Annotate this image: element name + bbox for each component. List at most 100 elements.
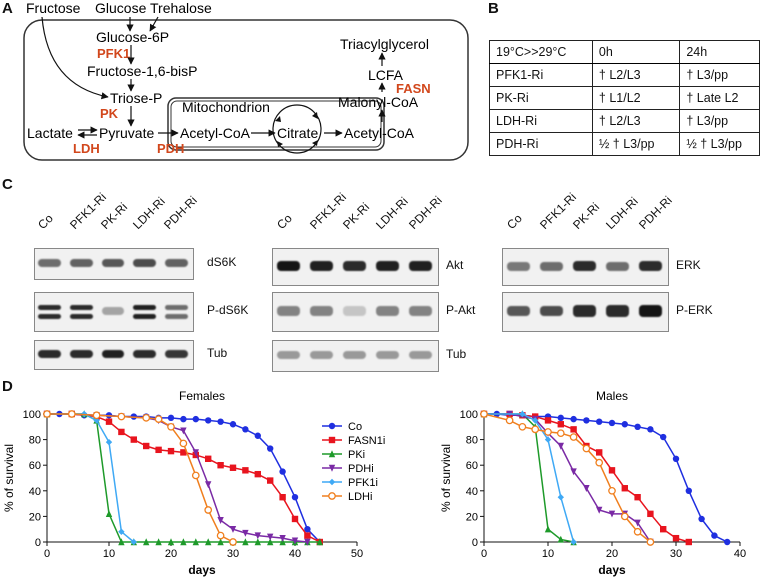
y-tick-label: 100	[23, 409, 41, 421]
data-point	[304, 526, 311, 533]
data-point	[608, 486, 616, 495]
blot-band	[276, 306, 301, 316]
data-point	[92, 411, 101, 420]
y-tick-label: 20	[29, 511, 41, 523]
data-point	[254, 532, 261, 540]
blot-antibody-label: P-dS6K	[207, 303, 249, 317]
blot-band	[309, 260, 334, 272]
blot-antibody-label: P-ERK	[676, 303, 713, 317]
blot-antibody-label: P-Akt	[446, 303, 476, 317]
blot-band	[506, 306, 531, 316]
data-point	[67, 410, 76, 418]
data-point	[130, 538, 137, 546]
node-lactate: Lactate	[27, 125, 73, 141]
blot-band	[164, 349, 188, 359]
series-line	[484, 413, 652, 543]
x-tick-label: 40	[734, 548, 746, 560]
blot-band	[276, 260, 301, 272]
blot-band	[408, 351, 433, 359]
data-point	[142, 413, 151, 422]
enzyme-pk: PK	[100, 106, 119, 121]
data-point	[291, 515, 299, 523]
panel-label-d: D	[2, 378, 13, 395]
node-fructose: Fructose	[26, 0, 81, 16]
y-axis-label: % of survival	[2, 444, 16, 512]
data-point	[167, 447, 175, 455]
blot-band	[164, 259, 188, 267]
x-tick-label: 50	[351, 548, 363, 560]
node-mitochondrion: Mitochondrion	[182, 99, 270, 115]
table-cell: PDH-Ri	[489, 132, 593, 156]
data-point	[660, 526, 667, 533]
table-row: PK-Ri † L1/L2 † Late L2	[489, 86, 760, 110]
data-point	[204, 506, 213, 514]
data-point	[217, 462, 224, 469]
data-point	[685, 538, 692, 546]
data-point	[570, 468, 577, 476]
data-point	[634, 494, 641, 501]
data-point	[608, 419, 616, 427]
chart-title: Males	[596, 389, 628, 403]
data-point	[191, 471, 200, 480]
cell-outline	[23, 19, 469, 161]
panel-label-c: C	[2, 176, 13, 193]
data-point	[544, 436, 552, 443]
y-tick-label: 20	[466, 511, 478, 523]
data-point	[267, 538, 274, 546]
blot-band	[638, 305, 663, 317]
data-point	[724, 538, 731, 546]
data-point	[672, 534, 680, 542]
data-point	[544, 417, 552, 424]
data-point	[557, 442, 564, 450]
data-point	[267, 477, 274, 484]
data-point	[531, 425, 540, 434]
panel-label-a: A	[2, 0, 13, 17]
data-point	[167, 414, 175, 422]
data-point	[316, 538, 323, 546]
blot-band	[101, 258, 125, 268]
legend-label: PDHi	[348, 463, 374, 475]
data-point	[267, 445, 274, 452]
node-acetylcoa-mito: Acetyl-CoA	[180, 125, 251, 141]
node-glucose: Glucose	[95, 0, 147, 16]
blot-band	[70, 305, 93, 311]
blot-lane-label: PK-Ri	[569, 199, 602, 232]
blot-band	[38, 259, 62, 267]
blot-band	[70, 314, 93, 320]
table-cell: † L3/pp	[679, 109, 760, 133]
data-point	[532, 417, 539, 424]
node-tag: Triacylglycerol	[340, 36, 429, 52]
blot-lane-label: LDH-Ri	[602, 194, 641, 232]
table-cell: † L1/L2	[591, 86, 681, 110]
x-tick-label: 0	[481, 548, 487, 560]
data-point	[217, 418, 224, 425]
blot-band	[309, 351, 334, 359]
blot-band	[605, 305, 630, 317]
blot-band	[133, 305, 156, 311]
data-point	[254, 538, 261, 546]
x-tick-label: 40	[289, 548, 301, 560]
node-triose: Triose-P	[110, 90, 162, 106]
node-lcfa: LCFA	[368, 67, 404, 83]
data-point	[167, 422, 175, 431]
x-tick-label: 20	[606, 548, 618, 560]
table-cell: † L2/L3	[591, 63, 681, 87]
data-point	[647, 426, 654, 433]
data-point	[180, 538, 187, 546]
blot-band	[638, 260, 663, 272]
data-point	[118, 428, 125, 436]
blot-band	[38, 349, 62, 359]
data-point	[596, 418, 603, 425]
data-point	[570, 426, 577, 433]
blot-lane-label: Co	[35, 211, 56, 232]
x-tick-label: 20	[165, 548, 177, 560]
data-point	[155, 446, 162, 454]
blot-band	[133, 314, 156, 320]
blot-band	[572, 305, 597, 317]
data-point	[205, 538, 212, 546]
blot-antibody-label: Tub	[207, 346, 228, 360]
data-point	[557, 535, 564, 543]
data-point	[267, 533, 274, 541]
blot-lane-label: Co	[273, 211, 295, 232]
blot-band	[539, 306, 564, 316]
